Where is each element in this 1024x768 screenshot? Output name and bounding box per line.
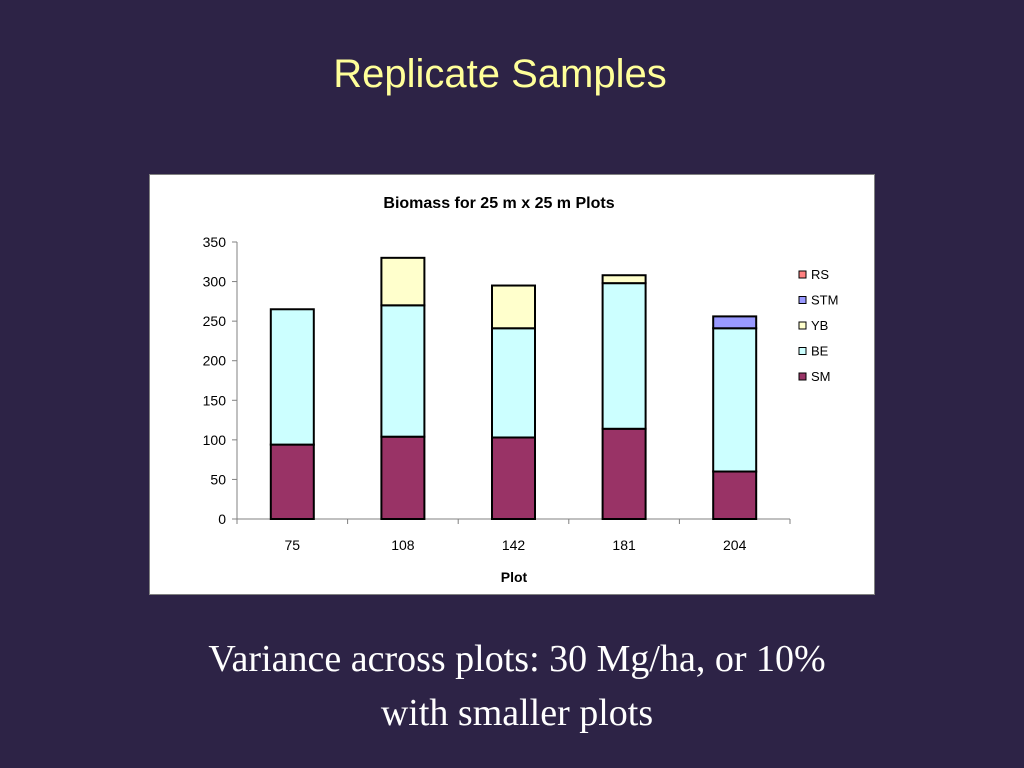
bar-segment-sm xyxy=(491,436,536,520)
bar-segment-be xyxy=(269,308,315,446)
legend-label-sm: SM xyxy=(811,369,831,384)
bar-segment-stm xyxy=(712,315,758,330)
bar-segment-sm xyxy=(380,435,426,521)
y-tick-label: 300 xyxy=(203,274,227,290)
legend-label-be: BE xyxy=(811,344,829,359)
x-tick-label: 142 xyxy=(502,537,526,553)
legend-swatch-be xyxy=(798,347,807,355)
legend-swatch-sm xyxy=(798,372,807,381)
x-tick-label: 181 xyxy=(612,537,636,553)
legend-label-rs: RS xyxy=(811,267,829,282)
y-tick-label: 200 xyxy=(203,353,227,369)
bar-segment-sm xyxy=(712,470,758,520)
legend-swatch-yb xyxy=(798,321,807,330)
legend-label-yb: YB xyxy=(811,318,828,333)
bar-segment-be xyxy=(601,282,647,430)
caption-line-1: Variance across plots: 30 Mg/ha, or 10% xyxy=(208,638,826,680)
slide-title: Replicate Samples xyxy=(333,52,667,96)
bar-segment-be xyxy=(712,327,758,473)
bar-segment-sm xyxy=(269,443,315,520)
y-tick-label: 350 xyxy=(203,234,227,250)
chart-title: Biomass for 25 m x 25 m Plots xyxy=(383,195,614,212)
legend-swatch-rs xyxy=(798,270,807,279)
legend-swatch-stm xyxy=(798,296,807,304)
bar-segment-yb xyxy=(491,284,536,330)
x-axis-title: Plot xyxy=(501,569,528,585)
bar-segment-be xyxy=(491,327,536,439)
y-tick-label: 250 xyxy=(203,313,227,329)
caption-line-2: with smaller plots xyxy=(380,692,654,734)
bar-segment-be xyxy=(380,304,426,438)
chart-container: Biomass for 25 m x 25 m Plots 0 50 100 150 20… xyxy=(149,174,875,595)
bar-segment-yb xyxy=(601,274,647,285)
x-tick-label: 108 xyxy=(391,537,415,553)
biomass-chart: Biomass for 25 m x 25 m Plots 0 50 100 150 20… xyxy=(203,195,839,585)
x-tick-label: 204 xyxy=(723,537,747,553)
slide-caption: Variance across plots: 30 Mg/ha, or 10% … xyxy=(0,632,1024,740)
x-tick-label: 75 xyxy=(285,537,301,553)
y-tick-label: 150 xyxy=(203,392,227,408)
bar-segment-sm xyxy=(601,427,647,520)
y-tick-label: 100 xyxy=(203,432,227,448)
bar-segment-yb xyxy=(380,256,426,307)
legend-label-stm: STM xyxy=(811,293,838,308)
y-tick-label: 0 xyxy=(218,511,226,527)
y-tick-label: 50 xyxy=(210,471,226,487)
